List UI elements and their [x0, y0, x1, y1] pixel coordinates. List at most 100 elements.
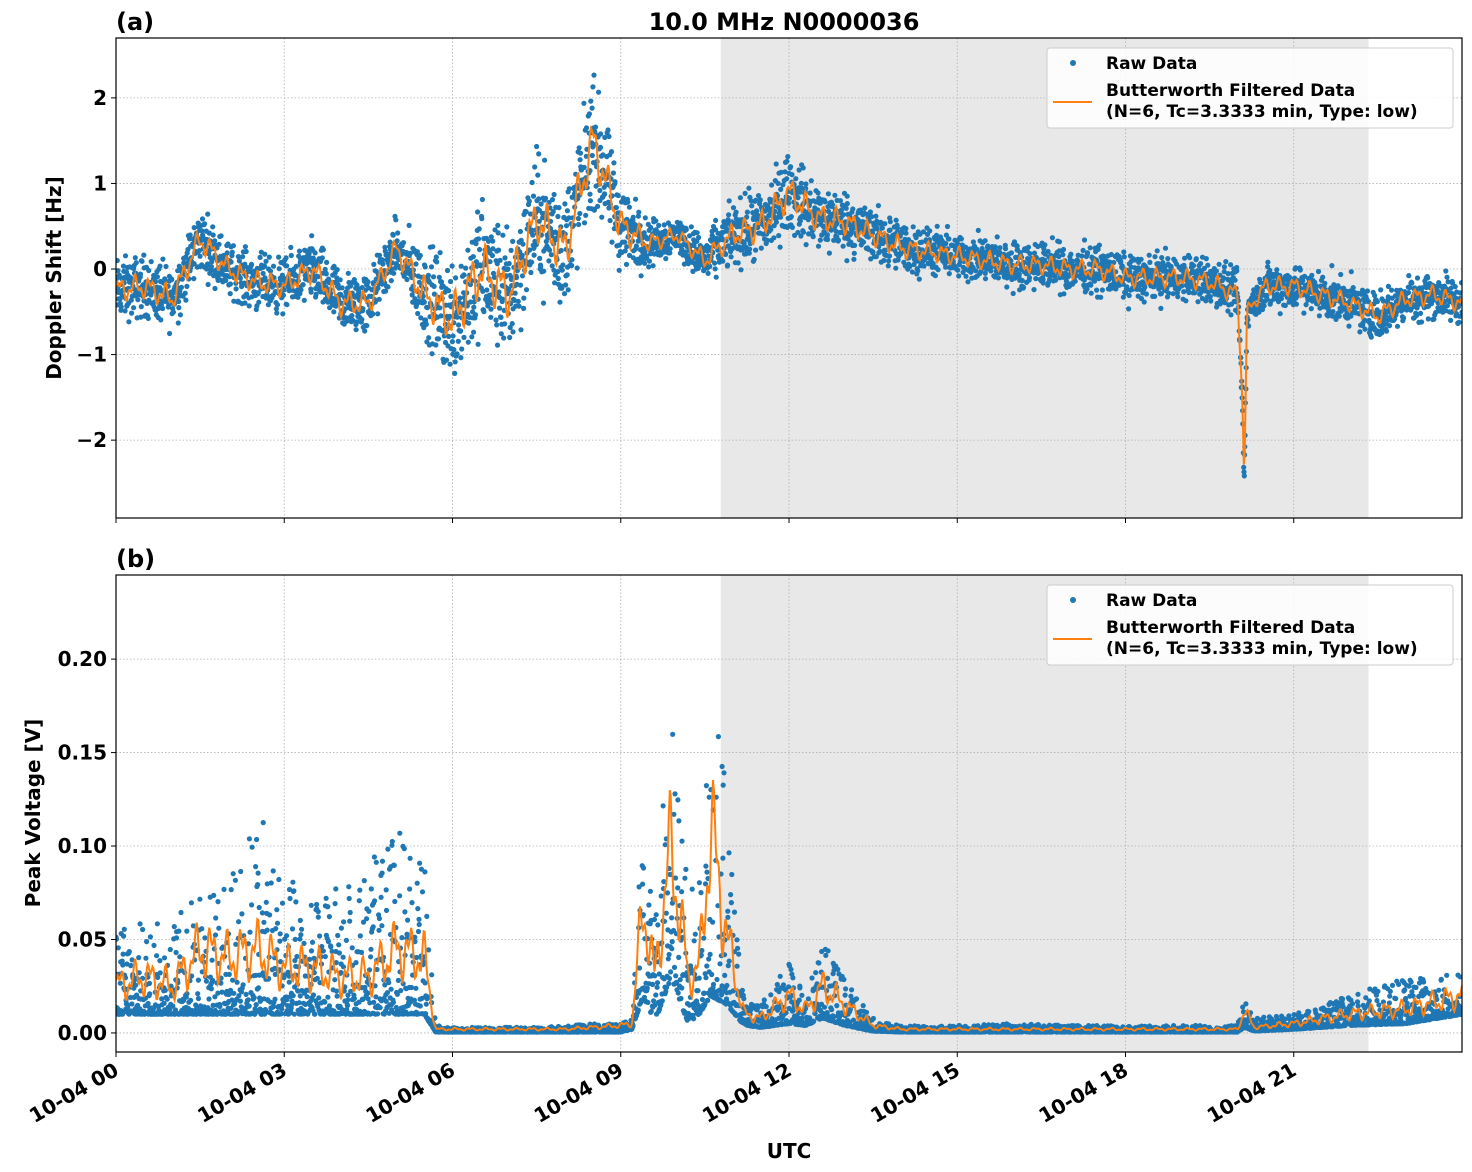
raw-data-point [788, 164, 794, 170]
raw-data-point [916, 276, 922, 282]
raw-data-point [118, 304, 124, 310]
raw-data-point [523, 209, 529, 215]
raw-data-point [564, 272, 570, 278]
raw-data-point [1118, 258, 1124, 265]
raw-data-point [206, 996, 212, 1002]
raw-data-point [459, 346, 465, 352]
raw-data-point [171, 924, 177, 930]
raw-data-point [893, 217, 899, 223]
x-tick-label: 10-04 21 [1203, 1058, 1301, 1128]
raw-data-point [475, 341, 481, 347]
raw-data-point [988, 268, 994, 274]
raw-data-point [230, 243, 236, 249]
raw-data-point [1241, 473, 1247, 479]
raw-data-point [1453, 295, 1459, 301]
raw-data-point [1409, 280, 1415, 286]
raw-data-point [131, 305, 137, 311]
raw-data-point [882, 221, 888, 227]
raw-data-point [899, 230, 905, 236]
raw-data-point [216, 925, 222, 931]
raw-data-point [576, 145, 582, 151]
raw-data-point [476, 236, 482, 242]
raw-data-point [605, 127, 611, 133]
raw-data-point [1094, 287, 1100, 293]
raw-data-point [1330, 309, 1336, 315]
raw-data-point [915, 268, 921, 274]
raw-data-point [1152, 293, 1158, 299]
raw-data-point [465, 247, 471, 253]
raw-data-point [291, 888, 297, 894]
raw-data-point [650, 263, 656, 269]
raw-data-point [1008, 250, 1015, 256]
raw-data-point [430, 244, 436, 250]
raw-data-point [713, 274, 719, 280]
raw-data-point [824, 232, 831, 238]
raw-data-point [1414, 275, 1421, 281]
raw-data-point [444, 267, 451, 274]
raw-data-point [1387, 323, 1393, 329]
raw-data-point [493, 317, 499, 323]
raw-data-point [163, 263, 169, 270]
raw-data-point [1336, 313, 1342, 319]
raw-data-point [1016, 271, 1022, 277]
raw-data-point [667, 246, 673, 252]
raw-data-point [694, 230, 700, 236]
raw-data-point [943, 264, 949, 270]
raw-data-point [325, 904, 331, 910]
raw-data-point [1383, 328, 1390, 334]
raw-data-point [803, 242, 809, 248]
raw-data-point [599, 214, 605, 220]
raw-data-point [894, 225, 901, 231]
raw-data-point [1350, 285, 1356, 291]
raw-data-point [586, 111, 593, 117]
raw-data-point [589, 105, 595, 111]
raw-data-point [120, 962, 126, 968]
panel-label-a: (a) [116, 8, 154, 36]
raw-data-point [636, 209, 642, 215]
raw-data-point [536, 151, 542, 157]
raw-data-point [789, 224, 796, 230]
raw-data-point [516, 303, 522, 309]
raw-data-point [154, 953, 160, 959]
raw-data-point [458, 355, 464, 361]
raw-data-point [182, 290, 188, 296]
raw-data-point [496, 289, 502, 295]
raw-data-point [213, 915, 219, 921]
raw-data-point [236, 919, 242, 925]
raw-data-point [434, 259, 440, 265]
raw-data-point [635, 213, 642, 219]
raw-data-point [555, 269, 561, 275]
raw-data-point [137, 921, 143, 927]
raw-data-point [159, 996, 165, 1002]
raw-data-point [323, 271, 329, 277]
raw-data-point [284, 263, 290, 269]
raw-data-point [1221, 269, 1227, 275]
x-tick-label: 10-04 03 [193, 1058, 291, 1128]
raw-data-point [197, 253, 203, 259]
raw-data-point [297, 917, 303, 924]
raw-data-point [370, 311, 376, 317]
raw-data-point [202, 935, 208, 941]
raw-data-point [1368, 334, 1374, 340]
raw-data-point [155, 974, 161, 981]
raw-data-point [795, 229, 801, 236]
raw-data-point [1170, 291, 1176, 297]
raw-data-point [383, 288, 389, 294]
raw-data-point [1394, 323, 1401, 329]
raw-data-point [641, 230, 647, 236]
raw-data-point [125, 1002, 131, 1008]
raw-data-point [215, 899, 221, 905]
raw-data-point [1329, 313, 1335, 319]
raw-data-point [359, 316, 365, 323]
y-tick-label: 0.20 [58, 647, 107, 671]
raw-data-point [1392, 293, 1399, 299]
raw-data-point [393, 261, 399, 267]
raw-data-point [473, 241, 479, 247]
raw-data-point [230, 871, 236, 877]
raw-data-point [726, 212, 732, 218]
raw-data-point [309, 939, 316, 945]
raw-data-point [320, 948, 326, 954]
raw-data-point [556, 205, 562, 211]
raw-data-point [433, 342, 439, 348]
raw-data-point [354, 319, 360, 325]
